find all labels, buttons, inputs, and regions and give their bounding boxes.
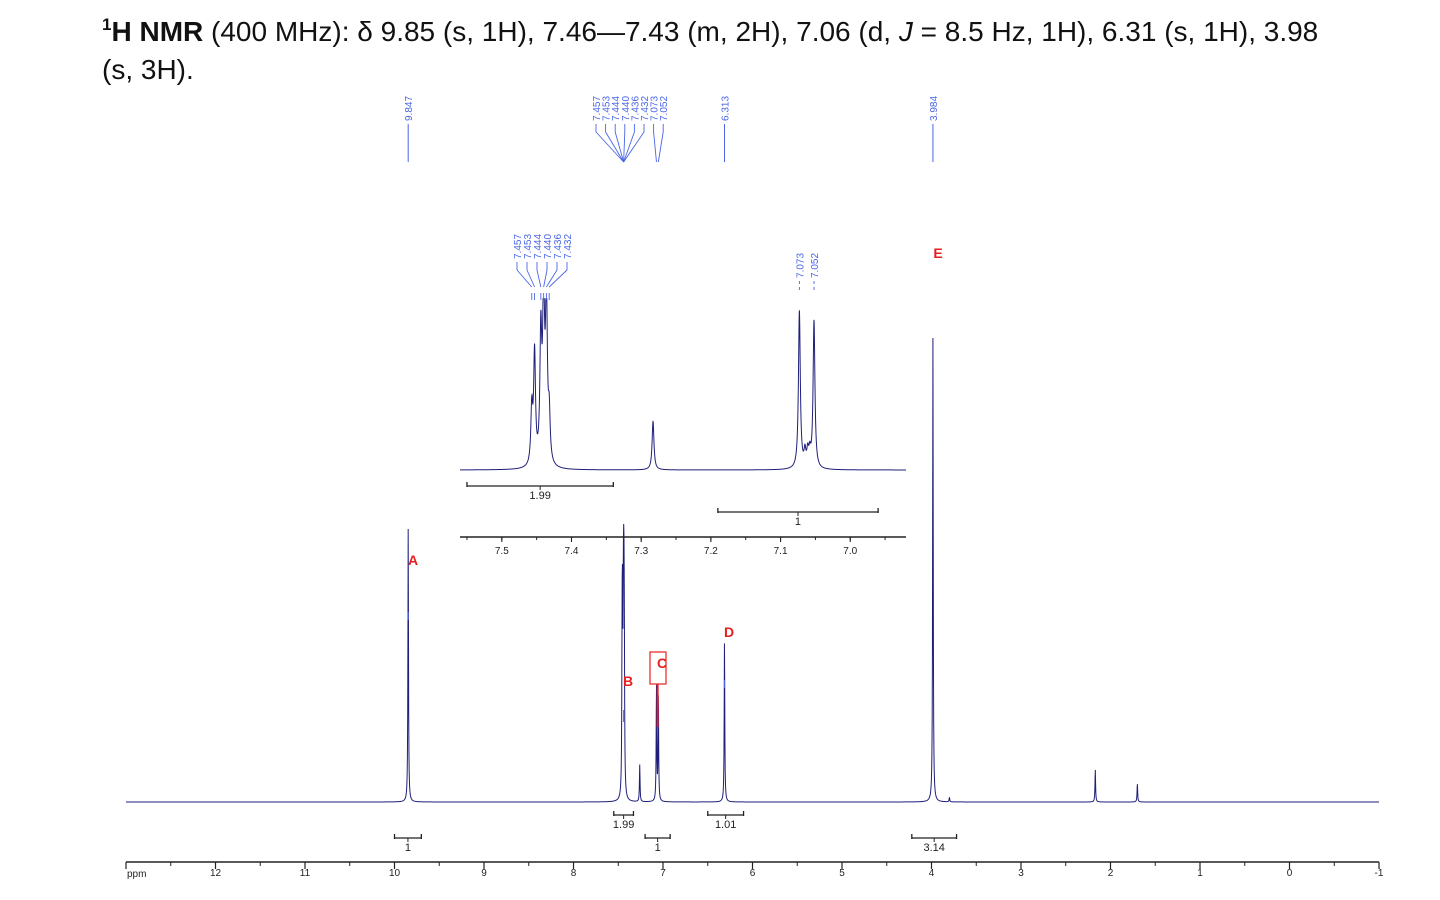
main-x-tick-label: 6 [750,868,756,879]
inset-cluster-peak-label: 7.440 [543,234,554,259]
caption-line-1: 1H NMR (400 MHz): δ 9.85 (s, 1H), 7.46—7… [102,6,1402,51]
top-peak-label: 6.313 [720,96,731,121]
top-cluster-peak-label: 7.440 [621,96,632,121]
inset-x-tick-label: 7.1 [774,546,788,557]
main-integral-value: 1 [405,842,411,854]
main-x-tick-label: 12 [210,868,222,879]
top-cluster-peak-label: 7.052 [659,96,670,121]
spectrum-caption: 1H NMR (400 MHz): δ 9.85 (s, 1H), 7.46—7… [102,6,1402,89]
nucleus-label: H NMR [111,16,204,47]
inset-cluster-peak-label: 7.444 [533,234,544,259]
top-cluster-peak-label: 7.436 [630,96,641,121]
main-integral-value: 3.14 [923,842,944,854]
main-x-tick-label: 8 [571,868,577,879]
nucleus-superscript: 1 [102,15,112,34]
top-peak-label: 3.984 [929,96,940,121]
main-x-tick-label: -1 [1375,868,1384,879]
main-x-tick-label: 3 [1018,868,1024,879]
main-spectrum-trace [126,337,1379,803]
main-x-tick-label: 7 [660,868,666,879]
main-x-tick-label: 10 [389,868,401,879]
top-cluster-leader [653,131,657,163]
inset-cluster-peak-label: 7.436 [553,234,564,259]
main-x-tick-label: 2 [1108,868,1114,879]
axis-unit-label: ppm [127,869,146,880]
inset-cluster-leader [546,269,558,288]
caption-line-2: (s, 3H). [102,54,194,85]
peak-marker-E: E [933,245,942,261]
inset-doublet-peak-label: 7.052 [810,253,821,278]
inset-integral-value: 1.99 [529,490,550,502]
top-peak-label: 9.847 [404,96,415,121]
caption-text-b: = 8.5 Hz, 1H), 6.31 (s, 1H), 3.98 [912,16,1319,47]
top-cluster-leader [605,131,625,163]
main-x-tick-label: 5 [839,868,845,879]
top-cluster-peak-label: 7.453 [602,96,613,121]
main-x-tick-label: 4 [929,868,935,879]
main-x-tick-label: 11 [300,868,311,879]
top-cluster-leader [657,131,664,163]
top-cluster-leader [595,131,624,163]
inset-cluster-leader [516,269,533,288]
inset-spectrum-trace [460,298,906,471]
inset-x-tick-label: 7.0 [843,546,857,557]
inset-doublet-peak-label: 7.073 [795,253,806,278]
inset-cluster-peak-label: 7.453 [523,234,534,259]
inset-integral-value: 1 [795,516,801,528]
main-integral-value: 1.99 [613,819,634,831]
peak-marker-D: D [724,624,734,640]
top-cluster-peak-label: 7.073 [650,96,661,121]
inset-cluster-leader [526,269,535,288]
top-cluster-peak-label: 7.444 [611,96,622,121]
main-x-tick-label: 0 [1287,868,1293,879]
inset-x-tick-label: 7.4 [565,546,579,557]
coupling-symbol: J [898,16,913,47]
peak-marker-B: B [623,673,633,689]
top-cluster-leader [614,131,625,163]
inset-x-tick-label: 7.2 [704,546,718,557]
main-x-tick-label: 1 [1197,868,1203,879]
caption-text-a: (400 MHz): δ 9.85 (s, 1H), 7.46—7.43 (m,… [203,16,899,47]
main-integral-value: 1 [655,842,661,854]
inset-cluster-leader [548,269,568,288]
peak-marker-A: A [408,552,418,568]
inset-cluster-peak-label: 7.457 [513,234,524,259]
inset-x-tick-label: 7.5 [495,546,509,557]
top-cluster-peak-label: 7.457 [592,96,603,121]
main-integral-value: 1.01 [715,819,736,831]
main-x-tick-label: 9 [481,868,487,879]
inset-cluster-peak-label: 7.432 [563,234,574,259]
inset-cluster-leader [536,269,542,288]
top-cluster-leader [623,131,645,163]
top-cluster-leader [623,131,635,163]
peak-marker-C: C [657,655,667,671]
inset-cluster-leader [543,269,548,288]
top-cluster-peak-label: 7.432 [640,96,651,121]
top-cluster-leader [623,131,626,163]
inset-x-tick-label: 7.3 [634,546,648,557]
